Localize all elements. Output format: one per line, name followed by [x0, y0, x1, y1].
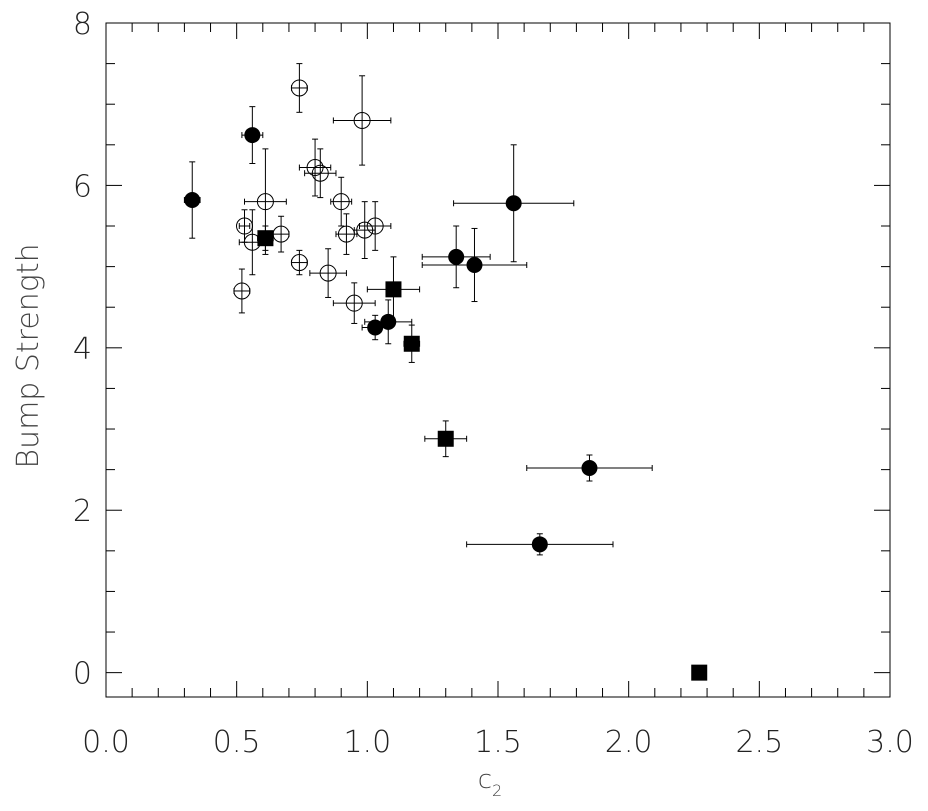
data-point: [335, 213, 358, 255]
data-point: [309, 248, 347, 298]
open-circle-marker: [337, 225, 355, 243]
filled-square-marker: [403, 335, 420, 352]
open-circle-marker: [290, 79, 308, 97]
y-tick-label: 8: [73, 7, 92, 42]
x-tick-label: 0.5: [213, 725, 261, 760]
filled-square-marker: [257, 230, 274, 247]
filled-circle-marker: [466, 256, 483, 273]
filled-square-marker: [691, 664, 708, 681]
filled-square-marker: [385, 281, 402, 298]
open-circle-marker: [353, 111, 371, 129]
filled-circle-marker: [448, 248, 465, 265]
x-tick-label: 3.0: [866, 725, 914, 760]
data-point: [257, 225, 274, 251]
data-point: [332, 75, 392, 166]
open-circle-marker: [332, 193, 350, 211]
data-point: [526, 454, 653, 482]
data-point: [361, 314, 389, 341]
filled-circle-marker: [505, 195, 522, 212]
filled-circle-marker: [367, 319, 384, 336]
data-point: [304, 148, 337, 199]
open-circle-marker: [290, 254, 308, 272]
plot-frame: [105, 22, 891, 698]
data-point: [424, 420, 468, 458]
data-point: [330, 176, 353, 227]
y-tick-label: 2: [73, 494, 92, 529]
y-tick-label: 0: [73, 657, 92, 692]
data-points: [183, 63, 708, 681]
data-point: [290, 63, 308, 113]
data-point: [241, 106, 264, 164]
open-circle-marker: [345, 294, 363, 312]
data-point: [366, 256, 421, 323]
data-point: [421, 225, 491, 289]
filled-square-marker: [437, 430, 454, 447]
data-point: [233, 268, 251, 314]
data-point: [403, 324, 421, 363]
y-tick-label: 6: [73, 169, 92, 204]
x-tick-label: 2.0: [605, 725, 653, 760]
x-tick-label: 1.0: [343, 725, 391, 760]
data-point: [358, 201, 392, 251]
data-point: [183, 161, 201, 239]
data-point: [421, 227, 528, 303]
x-tick-label: 1.5: [474, 725, 522, 760]
y-tick-label: 4: [73, 332, 92, 367]
x-tick-label: 2.5: [735, 725, 783, 760]
data-point: [236, 209, 254, 243]
data-point: [272, 215, 290, 253]
x-axis-label-main: c: [478, 765, 492, 795]
filled-circle-marker: [531, 536, 548, 553]
axis-ticks: [105, 22, 891, 697]
data-point: [353, 201, 376, 259]
open-circle-marker: [366, 217, 384, 235]
open-circle-marker: [306, 159, 324, 177]
data-point: [466, 533, 614, 556]
open-circle-marker: [311, 164, 329, 182]
tick-labels: 0.0 0.5 1.0 1.5 2.0 2.5 3.0 0 2 4 6 8: [73, 7, 914, 760]
data-point: [453, 144, 575, 263]
x-axis-label-subscript: 2: [492, 781, 502, 800]
data-point: [691, 664, 708, 681]
filled-circle-marker: [184, 192, 201, 209]
x-tick-label: 0.0: [82, 725, 130, 760]
open-circle-marker: [233, 282, 251, 300]
filled-circle-marker: [581, 460, 598, 477]
filled-circle-marker: [244, 127, 261, 144]
data-point: [290, 249, 308, 276]
y-axis-label: Bump Strength: [11, 243, 46, 468]
open-circle-marker: [256, 193, 274, 211]
filled-circle-marker: [380, 313, 397, 330]
x-axis-label: c2: [478, 765, 502, 800]
open-circle-marker: [356, 221, 374, 239]
open-circle-marker: [319, 264, 337, 282]
data-point: [332, 282, 376, 324]
